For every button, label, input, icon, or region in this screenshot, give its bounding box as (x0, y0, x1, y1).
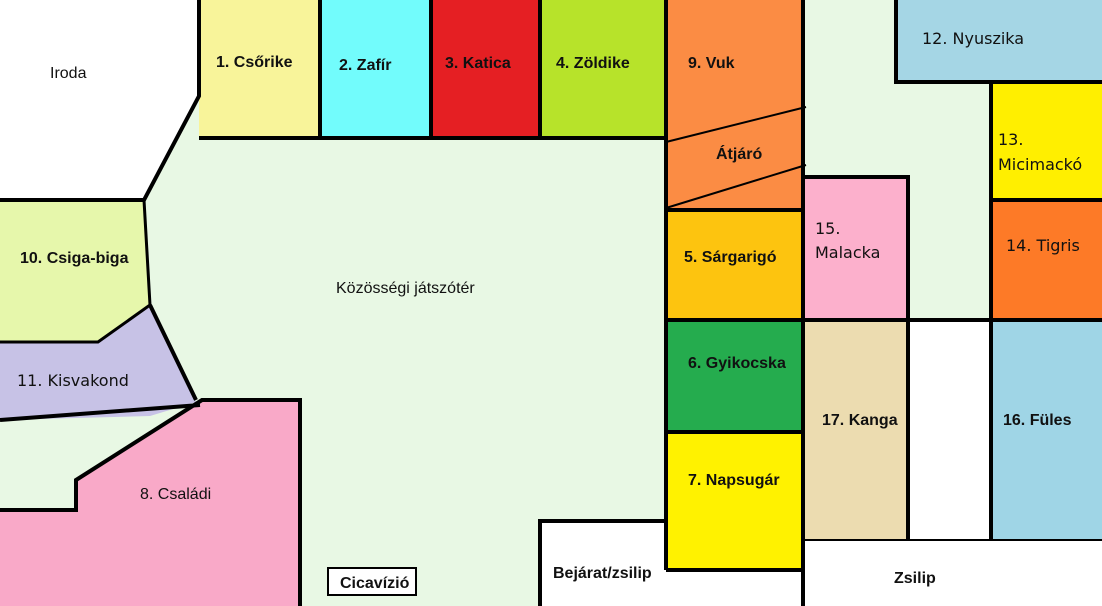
label-zsilip: Zsilip (894, 570, 936, 587)
room-sargarigo (666, 210, 803, 320)
room-kisvakond (0, 305, 196, 420)
label-gyikocska: 6. Gyikocska (688, 355, 786, 372)
room-micimacko (991, 84, 1102, 200)
label-zoldike: 4. Zöldike (556, 55, 630, 72)
label-csorike: 1. Csőrike (216, 54, 293, 71)
label-cicavizio: Cicavízió (340, 575, 410, 592)
room-csigabiga (0, 200, 150, 342)
label-kanga: 17. Kanga (822, 412, 898, 429)
room-csaladi (0, 400, 300, 606)
room-csorike (199, 0, 320, 138)
label-csaladi: 8. Családi (140, 486, 211, 503)
room-zoldike (540, 0, 666, 138)
area-bejarat-lower (666, 570, 803, 606)
label-sargarigo: 5. Sárgarigó (684, 249, 777, 266)
room-napsugar (666, 432, 803, 570)
room-nyuszika (896, 0, 1102, 82)
label-micimacko-name: Micimackó (998, 155, 1082, 174)
label-kisvakond: 11. Kisvakond (17, 371, 129, 390)
label-micimacko-num: 13. (998, 130, 1023, 149)
room-bejarat (540, 521, 666, 606)
room-gyikocska (666, 320, 803, 432)
room-fules (991, 320, 1102, 540)
room-katica (431, 0, 540, 138)
label-malacka-name: Malacka (815, 243, 880, 262)
room-malacka (805, 177, 908, 318)
label-tigris: 14. Tigris (1006, 236, 1080, 255)
label-csigabiga: 10. Csiga-biga (20, 250, 129, 267)
label-fules: 16. Füles (1003, 412, 1072, 429)
label-nyuszika: 12. Nyuszika (922, 29, 1024, 48)
room-tigris (991, 200, 1102, 318)
label-napsugar: 7. Napsugár (688, 472, 780, 489)
label-katica: 3. Katica (445, 55, 511, 72)
label-playground: Közösségi játszótér (336, 280, 475, 297)
room-iroda (0, 0, 199, 200)
room-kanga (805, 320, 908, 540)
room-blank (908, 320, 991, 540)
room-zsilip (803, 540, 1102, 606)
room-vuk (666, 0, 803, 210)
label-atjaro: Átjáró (716, 144, 762, 163)
room-zafir (320, 0, 431, 138)
label-vuk: 9. Vuk (688, 55, 735, 72)
label-iroda: Iroda (50, 65, 87, 82)
label-bejarat: Bejárat/zsilip (553, 565, 652, 582)
label-malacka-num: 15. (815, 219, 840, 238)
label-zafir: 2. Zafír (339, 57, 391, 74)
